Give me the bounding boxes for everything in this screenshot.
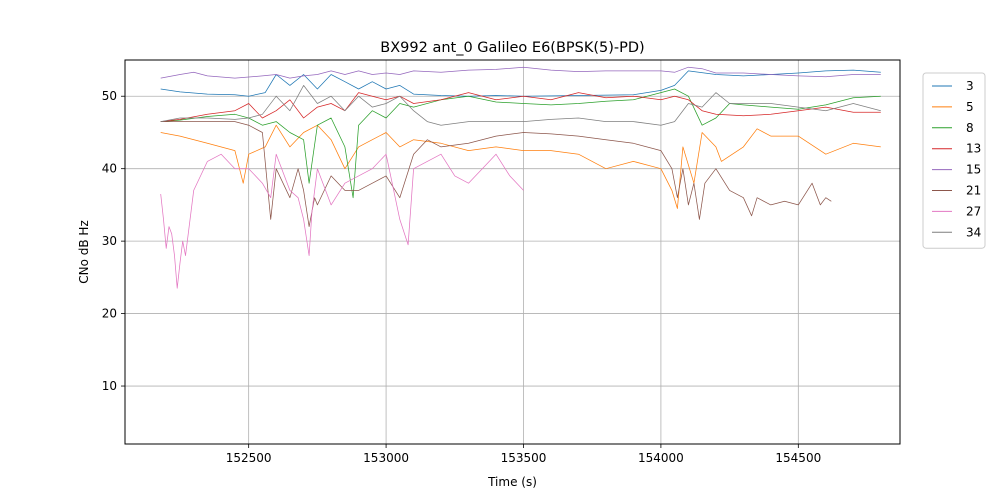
legend-label-27: 27	[966, 204, 981, 218]
series-line-34	[160, 85, 881, 126]
legend-label-15: 15	[966, 163, 981, 177]
series-line-3	[160, 69, 881, 97]
y-tick-label: 50	[102, 89, 117, 103]
series-line-15	[160, 66, 881, 79]
y-axis-label: CNo dB Hz	[77, 220, 91, 284]
plot-frame	[124, 59, 901, 445]
x-axis: 152500 153000 153500 154000 154500	[226, 444, 821, 465]
legend-label-8: 8	[966, 121, 974, 135]
y-tick-label: 30	[102, 234, 117, 248]
y-axis: 10 20 30 40 50	[102, 89, 125, 393]
chart-title: BX992 ant_0 Galileo E6(BPSK(5)-PD)	[380, 40, 644, 56]
x-tick-label: 154500	[775, 451, 821, 465]
x-tick-label: 152500	[226, 451, 272, 465]
series-line-13	[160, 92, 881, 122]
y-tick-label: 10	[102, 379, 117, 393]
x-tick-label: 154000	[638, 451, 684, 465]
series-line-21	[160, 121, 832, 227]
x-tick-label: 153000	[363, 451, 409, 465]
legend-label-5: 5	[966, 100, 974, 114]
legend-label-13: 13	[966, 142, 981, 156]
series-line-27	[160, 153, 524, 289]
legend-box	[922, 72, 986, 249]
plot-area	[160, 66, 881, 289]
y-tick-label: 40	[102, 162, 117, 176]
legend: 3 5 8 13 15 21 27 34	[922, 72, 986, 249]
legend-label-21: 21	[966, 184, 981, 198]
series-line-5	[160, 124, 881, 209]
legend-label-3: 3	[966, 79, 974, 93]
y-tick-label: 20	[102, 307, 117, 321]
x-axis-label: Time (s)	[487, 475, 537, 489]
x-tick-label: 153500	[501, 451, 547, 465]
legend-label-34: 34	[966, 225, 981, 239]
